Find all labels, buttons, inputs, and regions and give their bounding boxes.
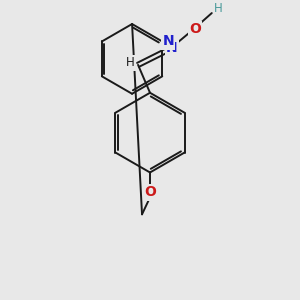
Text: H: H <box>126 56 134 69</box>
Text: H: H <box>214 2 223 15</box>
Text: O: O <box>189 22 201 36</box>
Text: N: N <box>162 34 174 49</box>
Text: N: N <box>166 41 178 55</box>
Text: O: O <box>144 185 156 200</box>
